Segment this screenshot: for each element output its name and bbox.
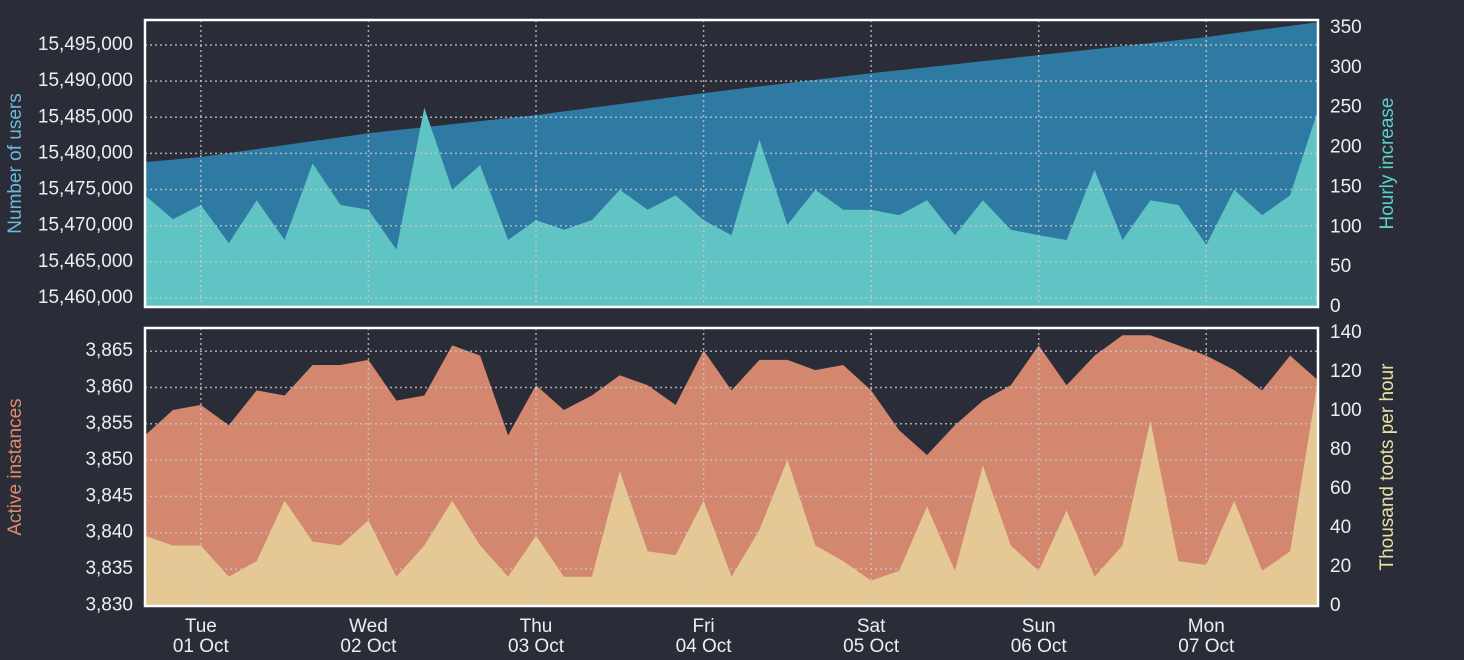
x-tick-label: Thu (520, 616, 553, 637)
y2-tick-label: 120 (1330, 361, 1362, 382)
y2-tick-label: 100 (1330, 216, 1362, 237)
y2-tick-label: 60 (1330, 478, 1351, 499)
y2-tick-label: 350 (1330, 17, 1362, 38)
area-series (145, 379, 1318, 606)
y-tick-label: 3,865 (85, 340, 133, 361)
x-tick-label: 01 Oct (173, 636, 230, 657)
y-tick-label: 15,460,000 (38, 287, 133, 308)
y-tick-label: 15,480,000 (38, 142, 133, 163)
y2-tick-label: 0 (1330, 595, 1341, 616)
y2-axis-title: Thousand toots per hour (1377, 363, 1398, 571)
y2-axis-title: Hourly increase (1377, 98, 1398, 230)
x-tick-label: Sat (857, 616, 886, 637)
x-tick-label: Sun (1022, 616, 1056, 637)
y2-tick-label: 50 (1330, 256, 1351, 277)
x-tick-label: 05 Oct (843, 636, 900, 657)
y-axis-title: Active instances (5, 398, 26, 535)
y-tick-label: 3,860 (85, 377, 133, 398)
x-tick-label: 06 Oct (1011, 636, 1068, 657)
y-tick-label: 3,855 (85, 413, 133, 434)
y2-tick-label: 40 (1330, 517, 1351, 538)
y-tick-label: 15,495,000 (38, 34, 133, 55)
x-tick-label: Mon (1188, 616, 1225, 637)
x-tick-label: 02 Oct (340, 636, 397, 657)
y-axis-title: Number of users (5, 93, 26, 233)
y2-tick-label: 250 (1330, 97, 1362, 118)
y-tick-label: 15,470,000 (38, 215, 133, 236)
x-tick-label: Fri (692, 616, 714, 637)
y-tick-label: 3,835 (85, 558, 133, 579)
y-tick-label: 3,845 (85, 485, 133, 506)
y-tick-label: 15,485,000 (38, 106, 133, 127)
y2-tick-label: 0 (1330, 296, 1341, 317)
x-tick-label: 03 Oct (508, 636, 565, 657)
y2-tick-label: 80 (1330, 439, 1351, 460)
y-tick-label: 15,465,000 (38, 251, 133, 272)
x-tick-label: 07 Oct (1178, 636, 1235, 657)
y-tick-label: 15,490,000 (38, 70, 133, 91)
y-tick-label: 3,850 (85, 449, 133, 470)
plot-border (143, 326, 1320, 608)
plot-border (143, 18, 1320, 309)
y-tick-label: 3,840 (85, 522, 133, 543)
y2-tick-label: 300 (1330, 57, 1362, 78)
x-tick-label: Tue (185, 616, 217, 637)
y2-tick-label: 100 (1330, 400, 1362, 421)
y-tick-label: 3,830 (85, 594, 133, 615)
y-tick-label: 15,475,000 (38, 179, 133, 200)
y2-tick-label: 140 (1330, 322, 1362, 343)
x-tick-label: 04 Oct (676, 636, 733, 657)
area-series (145, 107, 1318, 307)
y2-tick-label: 20 (1330, 556, 1351, 577)
y2-tick-label: 200 (1330, 137, 1362, 158)
y2-tick-label: 150 (1330, 176, 1362, 197)
x-tick-label: Wed (349, 616, 388, 637)
